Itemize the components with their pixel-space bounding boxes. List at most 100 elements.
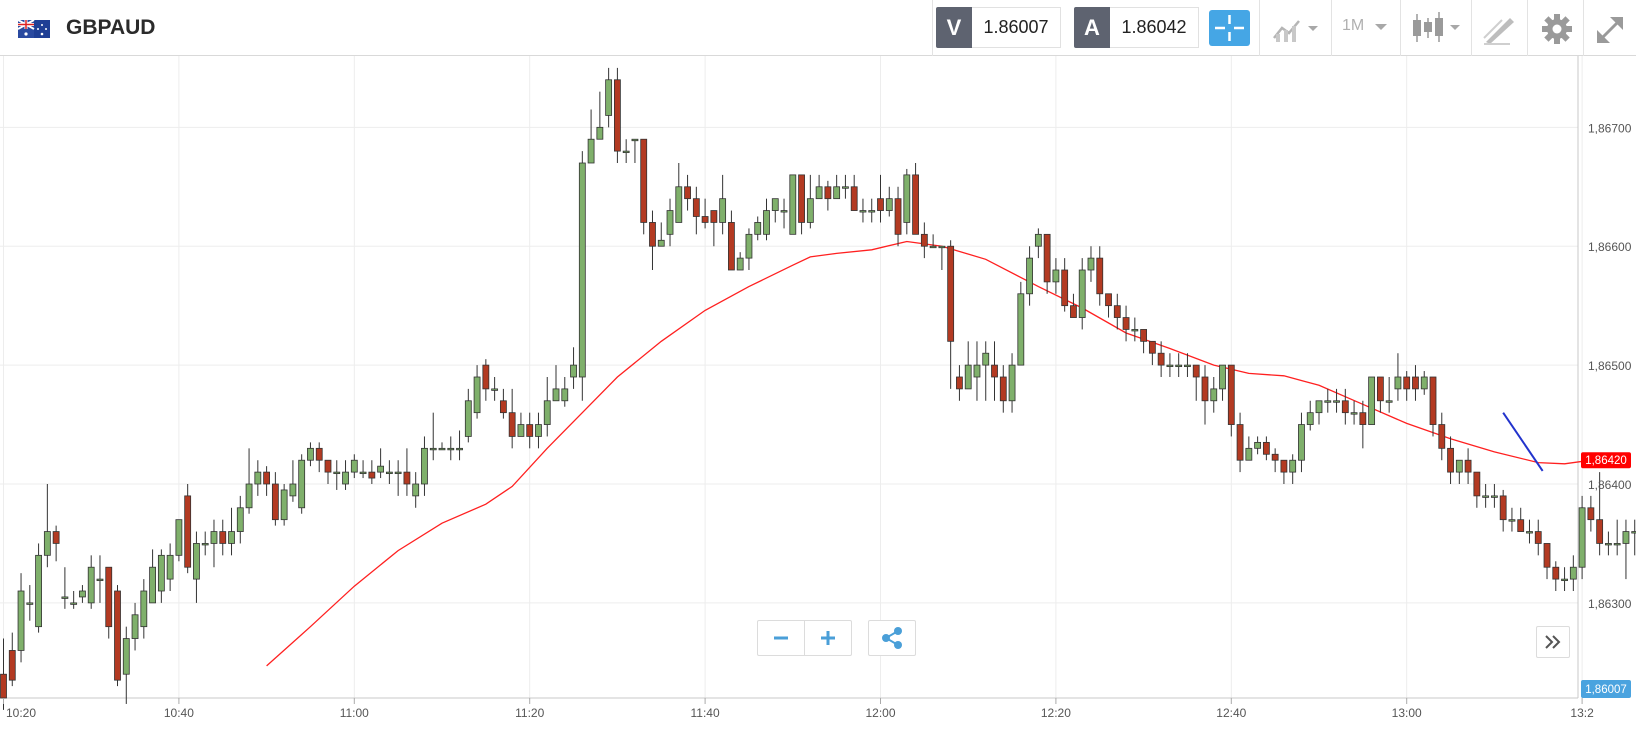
candle [850,174,858,211]
candle [543,377,551,437]
candle [26,585,34,621]
candle [508,388,516,449]
candle [315,442,323,473]
candle [815,174,823,200]
crosshair-button[interactable] [1209,10,1250,46]
candle [87,555,95,609]
candle [631,138,639,163]
candle [8,632,16,687]
candle [640,138,648,235]
candle [657,222,665,247]
candle [920,222,928,259]
candle [578,151,586,401]
candle [403,448,411,496]
candle [1219,364,1226,401]
bid-price-tag [1581,680,1631,698]
candle [1412,365,1419,401]
candle [1438,412,1446,461]
candle [1289,454,1297,484]
candle [1271,448,1279,473]
candle [798,174,805,235]
price-chart[interactable]: 1,86700 1,86600 1,86500 1,86400 1,86300 10:2… [0,56,1636,732]
candle [1061,258,1069,312]
x-tick-label: 13:00 [1392,706,1422,720]
candle [324,459,332,484]
candle [1324,388,1332,413]
trendline[interactable] [1502,412,1544,472]
candle [70,591,78,609]
candle [824,180,832,211]
candle [1131,317,1139,342]
candlestick-icon[interactable] [1410,8,1466,48]
candle [1245,436,1253,461]
candle [1508,507,1516,532]
bid-label: V [936,7,972,48]
candle [184,484,192,574]
candle [535,412,542,449]
settings-icon[interactable] [1537,8,1577,48]
candle [122,626,130,704]
x-tick-label: 12:20 [1041,706,1071,720]
candle [771,198,779,223]
candle [1578,495,1586,580]
candle [614,67,621,163]
candle [912,163,919,235]
candle [692,186,700,235]
zoom-in-button[interactable] [804,620,852,656]
candle [1298,412,1305,473]
candle [61,567,69,609]
candle [938,245,946,270]
candle [736,252,744,271]
share-button[interactable] [868,620,916,656]
scroll-to-end-button[interactable] [1536,626,1570,658]
candle [596,91,604,140]
candle [1184,353,1191,377]
chart-type-icon[interactable] [1272,8,1326,48]
candle [421,436,428,496]
candle [526,412,534,449]
candle [377,448,385,479]
candle [1078,258,1086,330]
y-tick-label: 1,86600 [1588,240,1632,254]
candle [1262,436,1270,461]
candle [1376,376,1384,413]
timeframe-label: 1M [1342,17,1365,34]
candle [1429,376,1437,437]
candle [587,109,595,164]
candle [956,365,963,401]
drawing-tool-icon[interactable] [1480,8,1520,48]
fullscreen-icon[interactable] [1592,8,1628,48]
ask-value: 1.86042 [1110,7,1199,48]
candle [1166,353,1174,377]
candle [675,163,683,223]
candle [991,341,998,401]
candle [973,341,981,401]
candle [473,365,481,419]
x-tick-label: 12:00 [865,706,895,720]
candle [1175,353,1183,377]
trendline-layer [1502,412,1544,472]
candle [1526,519,1533,544]
candle [1043,233,1051,294]
candle [175,519,183,562]
y-tick-label: 1,86700 [1588,121,1632,135]
separator [1471,0,1472,56]
candle [1122,305,1130,342]
separator [1259,0,1260,56]
candle [964,341,972,390]
candle [1201,365,1209,425]
candle [491,377,499,401]
share-icon [882,627,902,649]
candle [307,442,314,467]
candle [280,484,288,526]
zoom-out-button[interactable] [757,620,805,656]
candle [1105,293,1112,318]
candle [666,198,674,247]
candle [789,174,797,235]
candle [1403,371,1411,401]
candle [1631,519,1636,556]
moving-average-line [266,240,1591,667]
candle [833,174,841,200]
candle [1385,377,1393,413]
timeframe-dropdown[interactable]: 1M [1342,17,1394,41]
